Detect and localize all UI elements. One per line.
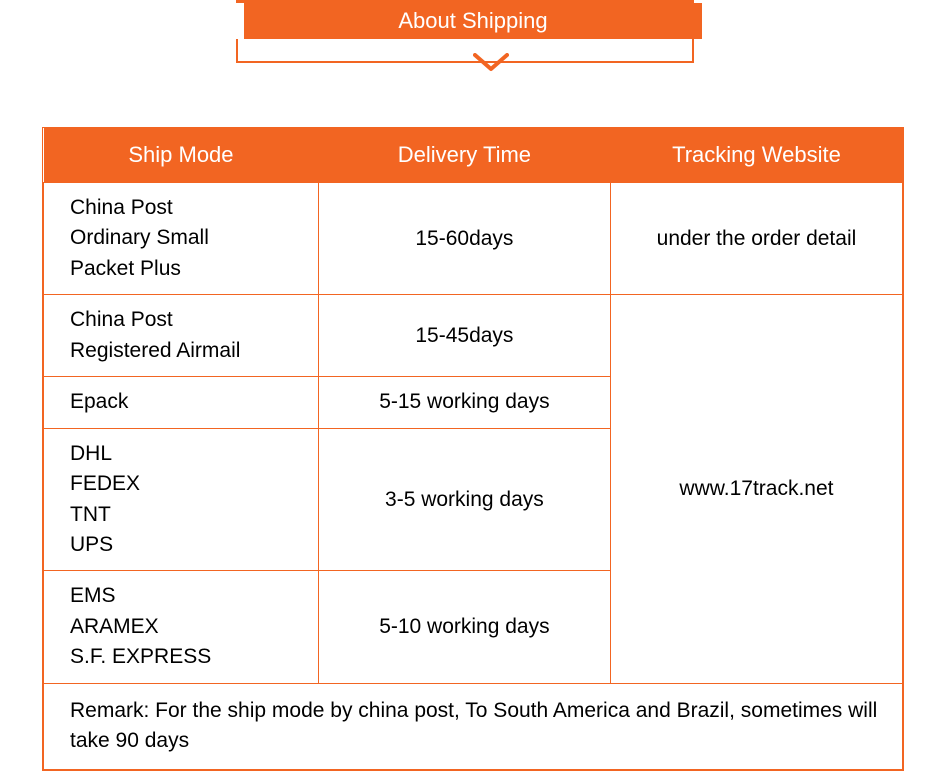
col-delivery-time: Delivery Time xyxy=(318,128,610,183)
table-body: China PostOrdinary SmallPacket Plus 15-6… xyxy=(44,183,903,770)
ship-mode-cell: China PostOrdinary SmallPacket Plus xyxy=(44,183,319,295)
table-header-row: Ship Mode Delivery Time Tracking Website xyxy=(44,128,903,183)
ship-mode-cell: China PostRegistered Airmail xyxy=(44,295,319,377)
col-ship-mode: Ship Mode xyxy=(44,128,319,183)
banner-top-line xyxy=(236,0,694,3)
remark-cell: Remark: For the ship mode by china post,… xyxy=(44,683,903,769)
tracking-cell: under the order detail xyxy=(610,183,902,295)
delivery-time-cell: 15-45days xyxy=(318,295,610,377)
ship-mode-cell: EMSARAMEXS.F. EXPRESS xyxy=(44,571,319,683)
shipping-table: Ship Mode Delivery Time Tracking Website… xyxy=(43,128,903,770)
ship-mode-cell: DHLFEDEXTNTUPS xyxy=(44,428,319,571)
delivery-time-cell: 5-15 working days xyxy=(318,377,610,428)
table-row: China PostOrdinary SmallPacket Plus 15-6… xyxy=(44,183,903,295)
delivery-time-cell: 3-5 working days xyxy=(318,428,610,571)
shipping-table-wrap: Ship Mode Delivery Time Tracking Website… xyxy=(42,127,904,771)
table-remark-row: Remark: For the ship mode by china post,… xyxy=(44,683,903,769)
delivery-time-cell: 15-60days xyxy=(318,183,610,295)
banner: About Shipping xyxy=(0,0,946,39)
table-row: China PostRegistered Airmail 15-45days w… xyxy=(44,295,903,377)
tracking-cell: www.17track.net xyxy=(610,295,902,683)
ship-mode-cell: Epack xyxy=(44,377,319,428)
banner-fill: About Shipping xyxy=(244,3,702,39)
delivery-time-cell: 5-10 working days xyxy=(318,571,610,683)
banner-outline xyxy=(236,39,694,63)
col-tracking-website: Tracking Website xyxy=(610,128,902,183)
banner-title: About Shipping xyxy=(398,8,547,34)
